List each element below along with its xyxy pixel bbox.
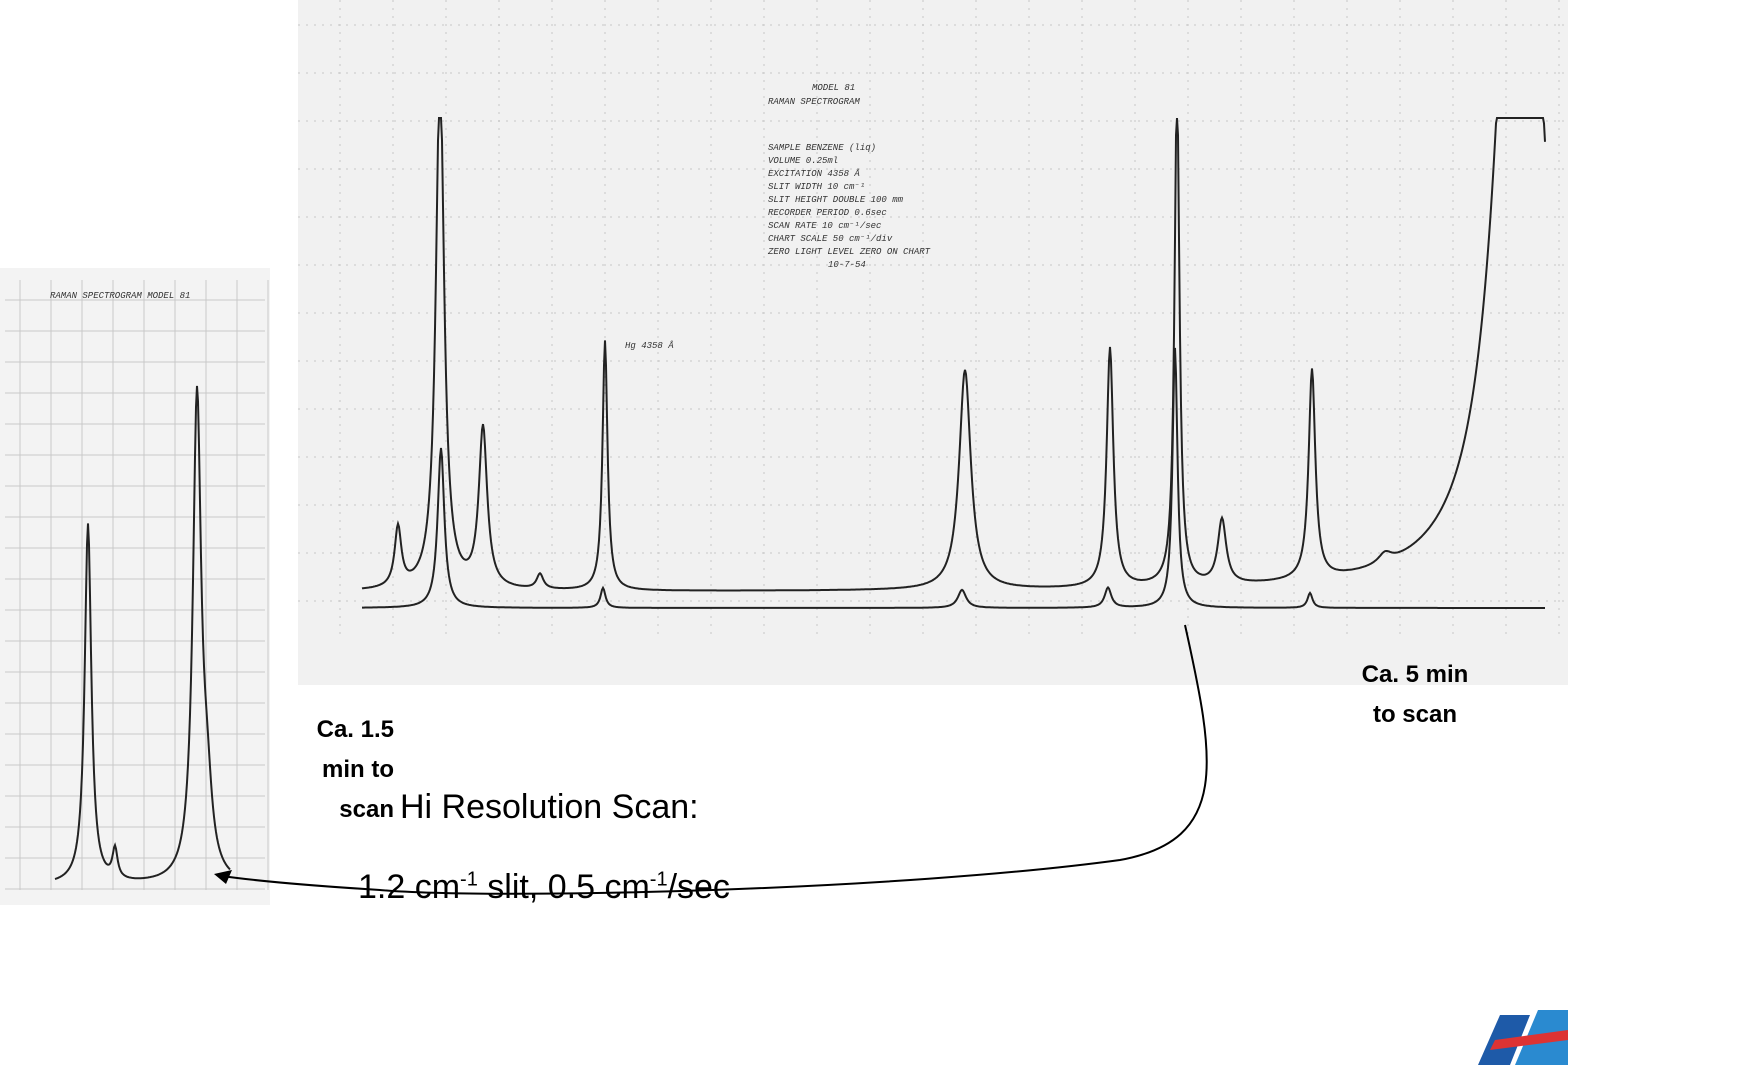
scan-detail: EXCITATION 4358 Å: [768, 168, 860, 179]
note-heading: Hi Resolution Scan:: [400, 788, 699, 826]
scan-detail: SLIT HEIGHT DOUBLE 100 mm: [768, 195, 904, 205]
arrow-head: [214, 870, 232, 884]
scan-detail: SLIT WIDTH 10 cm⁻¹: [768, 182, 865, 192]
scan-detail: 10-7-54: [828, 260, 866, 270]
spectrum-trace: [361, 117, 1546, 592]
superscript: -1: [460, 868, 478, 891]
scan-grid: [5, 0, 1568, 890]
logo: [1478, 1010, 1568, 1065]
scan-detail: VOLUME 0.25ml: [768, 156, 838, 166]
text: 1.2 cm: [358, 868, 461, 906]
scan-details: SAMPLE BENZENE (liq) VOLUME 0.25ml EXCITAT…: [767, 143, 931, 270]
caption-line: Ca. 5 min: [1361, 661, 1469, 688]
scan-title: RAMAN SPECTROGRAM MODEL 81: [50, 291, 190, 301]
caption: Ca. 5 min to scan: [1340, 655, 1490, 735]
text: slit, 0.5 cm: [477, 868, 650, 906]
caption-line: scan: [339, 796, 394, 823]
line-label: Hg 4358 Å: [625, 340, 674, 351]
note-detail: 1.2 cm-1 slit, 0.5 cm-1/sec: [358, 868, 730, 907]
spectrum-trace: [362, 347, 1545, 609]
caption-line: min to: [322, 756, 394, 783]
caption-line: to scan: [1372, 701, 1458, 728]
scan-detail: ZERO LIGHT LEVEL ZERO ON CHART: [767, 247, 931, 257]
caption-line: Ca. 1.5: [316, 716, 394, 743]
scan-detail: RECORDER PERIOD 0.6sec: [768, 208, 887, 218]
scan-title: RAMAN SPECTROGRAM: [768, 97, 860, 107]
caption: Ca. 1.5 min to scan: [272, 710, 394, 830]
spectrum-trace: [54, 385, 231, 880]
scan-detail: CHART SCALE 50 cm⁻¹/div: [768, 234, 893, 244]
text: /sec: [667, 868, 730, 906]
scan-title: MODEL 81: [812, 83, 855, 93]
superscript: -1: [649, 868, 668, 891]
arrow: [221, 624, 1208, 895]
scan-detail: SAMPLE BENZENE (liq): [768, 143, 876, 153]
small-scan-background: [0, 268, 270, 905]
large-scan-background: [298, 0, 1568, 685]
scan-detail: SCAN RATE 10 cm⁻¹/sec: [768, 221, 881, 231]
